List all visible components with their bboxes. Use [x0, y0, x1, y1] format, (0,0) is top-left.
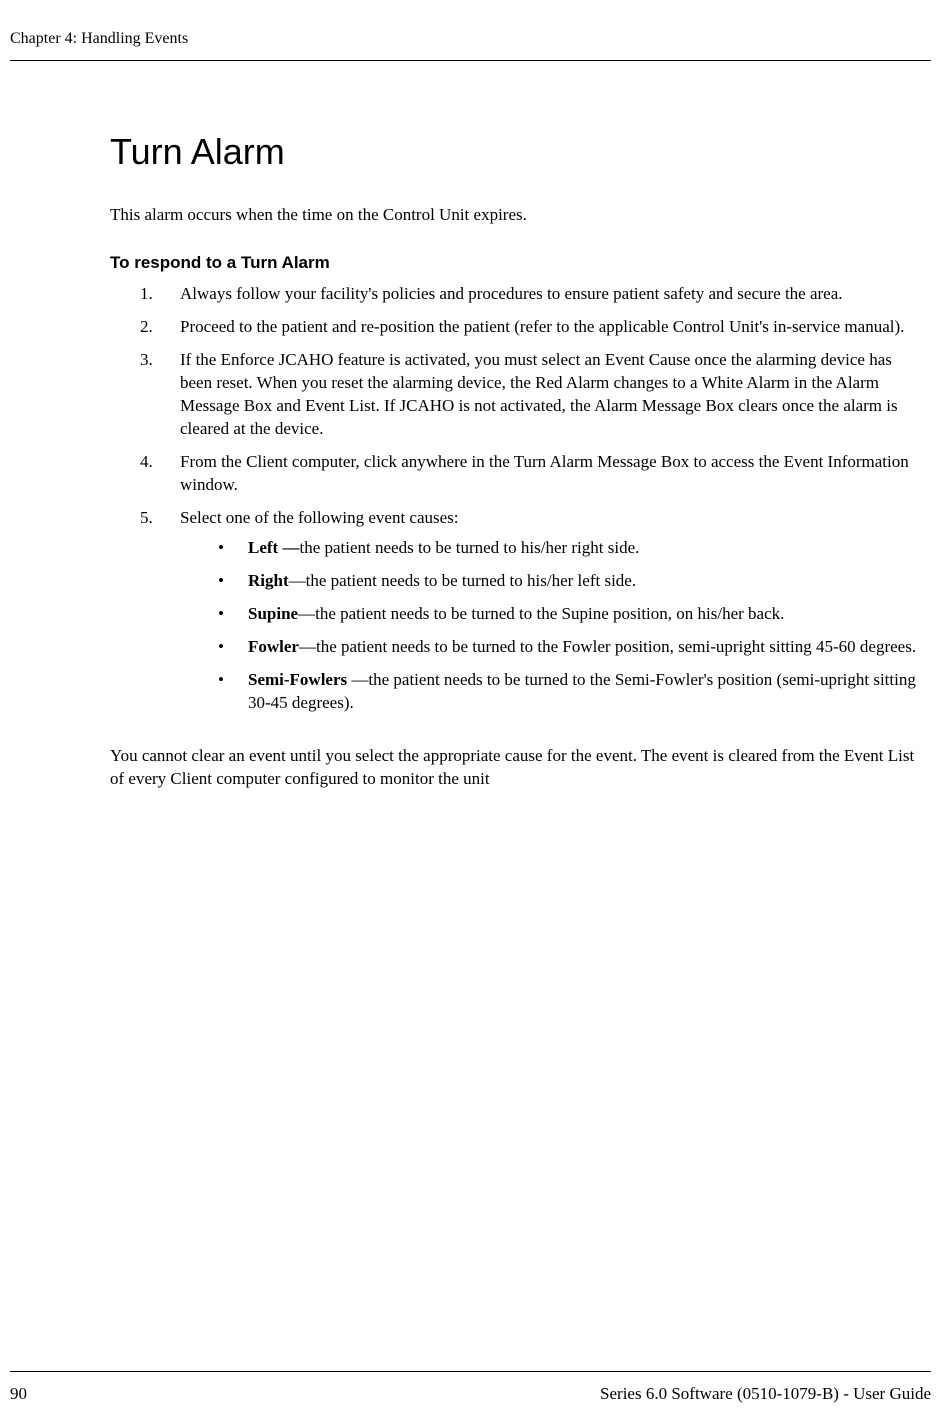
- step-text: Select one of the following event causes…: [180, 507, 921, 726]
- step-item: 3. If the Enforce JCAHO feature is activ…: [140, 349, 921, 441]
- bullet-sep: —: [289, 571, 306, 590]
- bullet-marker: •: [218, 537, 248, 560]
- step-number: 4.: [140, 451, 180, 497]
- header-rule: [10, 60, 931, 61]
- steps-list: 1. Always follow your facility's policie…: [110, 283, 921, 725]
- event-causes-list: • Left —the patient needs to be turned t…: [180, 537, 921, 715]
- step-number: 3.: [140, 349, 180, 441]
- main-content: Turn Alarm This alarm occurs when the ti…: [10, 131, 931, 791]
- step-text: From the Client computer, click anywhere…: [180, 451, 921, 497]
- bullet-term: Right: [248, 571, 289, 590]
- step-text: If the Enforce JCAHO feature is activate…: [180, 349, 921, 441]
- chapter-header: Chapter 4: Handling Events: [10, 30, 931, 48]
- step-item: 5. Select one of the following event cau…: [140, 507, 921, 726]
- bullet-marker: •: [218, 636, 248, 659]
- page-number: 90: [10, 1384, 27, 1404]
- step-number: 5.: [140, 507, 180, 726]
- step-number: 2.: [140, 316, 180, 339]
- footer-rule: [10, 1371, 931, 1372]
- bullet-marker: •: [218, 603, 248, 626]
- bullet-text: the patient needs to be turned to his/he…: [299, 538, 639, 557]
- bullet-sep: —: [299, 637, 316, 656]
- bullet-text: the patient needs to be turned to the Su…: [315, 604, 784, 623]
- bullet-item: • Supine—the patient needs to be turned …: [218, 603, 921, 626]
- step-number: 1.: [140, 283, 180, 306]
- bullet-marker: •: [218, 570, 248, 593]
- bullet-content: Left —the patient needs to be turned to …: [248, 537, 921, 560]
- bullet-content: Supine—the patient needs to be turned to…: [248, 603, 921, 626]
- bullet-sep: —: [298, 604, 315, 623]
- bullet-content: Semi-Fowlers —the patient needs to be tu…: [248, 669, 921, 715]
- bullet-marker: •: [218, 669, 248, 715]
- closing-paragraph: You cannot clear an event until you sele…: [110, 745, 921, 791]
- step-text-inner: Select one of the following event causes…: [180, 508, 459, 527]
- bullet-item: • Fowler—the patient needs to be turned …: [218, 636, 921, 659]
- bullet-sep: —: [351, 670, 368, 689]
- bullet-content: Right—the patient needs to be turned to …: [248, 570, 921, 593]
- document-info: Series 6.0 Software (0510-1079-B) - User…: [600, 1384, 931, 1404]
- bullet-term: Semi-Fowlers: [248, 670, 351, 689]
- step-item: 1. Always follow your facility's policie…: [140, 283, 921, 306]
- procedure-heading: To respond to a Turn Alarm: [110, 253, 921, 273]
- bullet-term: Supine: [248, 604, 298, 623]
- bullet-text: the patient needs to be turned to the Fo…: [316, 637, 916, 656]
- bullet-term: Fowler: [248, 637, 299, 656]
- step-item: 2. Proceed to the patient and re-positio…: [140, 316, 921, 339]
- bullet-item: • Left —the patient needs to be turned t…: [218, 537, 921, 560]
- step-text: Proceed to the patient and re-position t…: [180, 316, 921, 339]
- bullet-text: the patient needs to be turned to his/he…: [306, 571, 636, 590]
- page-title: Turn Alarm: [110, 131, 921, 173]
- step-item: 4. From the Client computer, click anywh…: [140, 451, 921, 497]
- bullet-item: • Right—the patient needs to be turned t…: [218, 570, 921, 593]
- intro-paragraph: This alarm occurs when the time on the C…: [110, 205, 921, 225]
- footer-content: 90 Series 6.0 Software (0510-1079-B) - U…: [10, 1384, 931, 1404]
- bullet-item: • Semi-Fowlers —the patient needs to be …: [218, 669, 921, 715]
- step-text: Always follow your facility's policies a…: [180, 283, 921, 306]
- page-footer: 90 Series 6.0 Software (0510-1079-B) - U…: [10, 1371, 931, 1404]
- bullet-content: Fowler—the patient needs to be turned to…: [248, 636, 921, 659]
- bullet-term: Left —: [248, 538, 299, 557]
